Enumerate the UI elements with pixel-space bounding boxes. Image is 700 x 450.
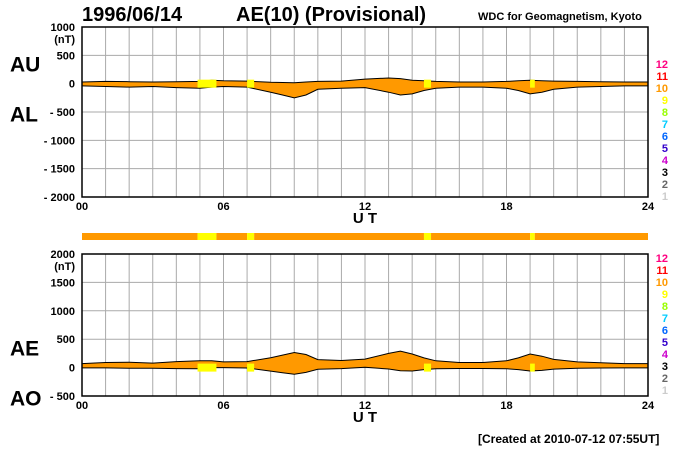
date-title: 1996/06/14: [82, 4, 183, 26]
scale-label: 3: [662, 361, 668, 373]
scale-label: 1: [662, 191, 668, 203]
x-tick-label: 00: [76, 400, 88, 412]
series-line-al: [81, 85, 648, 99]
x-tick-label: 18: [500, 400, 512, 412]
highlight-mark: [197, 79, 217, 88]
highlight-mark: [197, 363, 217, 372]
highlight-mark: [247, 363, 255, 372]
highlight-mark: [423, 363, 432, 372]
y-tick-label: - 500: [50, 107, 75, 119]
scale-label: 12: [656, 59, 668, 71]
highlight-mark: [530, 79, 535, 88]
scale-label: 9: [662, 289, 668, 301]
y-tick-label: 0: [69, 79, 75, 91]
x-tick-label: 00: [76, 201, 88, 213]
scale-label: 3: [662, 167, 668, 179]
highlight-mark: [247, 79, 255, 88]
activity-bar-segment: [431, 233, 531, 240]
x-tick-label: 24: [642, 201, 655, 213]
scale-label: 5: [662, 337, 668, 349]
scale-label: 8: [662, 107, 668, 119]
scale-label: 10: [656, 83, 668, 95]
y-tick-label: 2000: [51, 249, 75, 261]
x-tick-label: 12: [359, 400, 371, 412]
scale-label: 4: [662, 349, 669, 361]
y-tick-label: - 2000: [44, 192, 75, 204]
y-tick-label: - 1500: [44, 164, 75, 176]
activity-bar-segment: [534, 233, 648, 240]
scale-label: 5: [662, 143, 668, 155]
x-tick-label: 24: [642, 400, 655, 412]
activity-bar-segment: [254, 233, 424, 240]
scale-label: 6: [662, 325, 668, 337]
highlight-mark: [423, 79, 432, 88]
series-label-ae: AE: [10, 338, 39, 361]
y-unit-label: (nT): [54, 34, 75, 46]
y-tick-label: 500: [57, 334, 75, 346]
series-label-ao: AO: [10, 388, 42, 411]
y-tick-label: 1000: [51, 22, 75, 34]
x-tick-label: 06: [217, 201, 229, 213]
series-label-au: AU: [10, 54, 40, 77]
y-unit-label: (nT): [54, 261, 75, 273]
series-label-al: AL: [10, 104, 38, 127]
plot-frame: [81, 253, 649, 397]
scale-label: 2: [662, 179, 668, 191]
y-tick-label: 0: [69, 363, 75, 375]
activity-bar-segment: [197, 233, 217, 240]
highlight-mark: [530, 363, 535, 372]
activity-bar-segment: [423, 233, 432, 240]
x-tick-label: 12: [359, 201, 371, 213]
created-timestamp: [Created at 2010-07-12 07:55UT]: [478, 432, 660, 446]
activity-bar-segment: [216, 233, 248, 240]
y-tick-label: - 1000: [44, 135, 75, 147]
scale-label: 11: [656, 71, 668, 83]
plot-title: AE(10) (Provisional): [236, 4, 427, 26]
scale-label: 1: [662, 385, 668, 397]
scale-label: 6: [662, 131, 668, 143]
activity-bar-segment: [247, 233, 255, 240]
scale-label: 7: [662, 119, 668, 131]
activity-bar-segment: [530, 233, 535, 240]
y-tick-label: - 500: [50, 391, 75, 403]
scale-label: 11: [656, 265, 668, 277]
x-axis-label: U T: [353, 409, 377, 426]
scale-label: 8: [662, 301, 668, 313]
y-tick-label: 1000: [51, 306, 75, 318]
series-band-au-al: [82, 78, 648, 98]
x-tick-label: 18: [500, 201, 512, 213]
series-line-ae: [81, 350, 648, 365]
scale-label: 9: [662, 95, 668, 107]
y-tick-label: 500: [57, 50, 75, 62]
scale-label: 10: [656, 277, 668, 289]
scale-label: 4: [662, 155, 669, 167]
source-label: WDC for Geomagnetism, Kyoto: [478, 11, 642, 23]
scale-label: 7: [662, 313, 668, 325]
y-tick-label: 1500: [51, 277, 75, 289]
scale-label: 2: [662, 373, 668, 385]
x-tick-label: 06: [217, 400, 229, 412]
scale-label: 12: [656, 253, 668, 265]
x-axis-label: U T: [353, 210, 377, 227]
activity-bar-segment: [82, 233, 198, 240]
plot-frame: [81, 26, 649, 198]
